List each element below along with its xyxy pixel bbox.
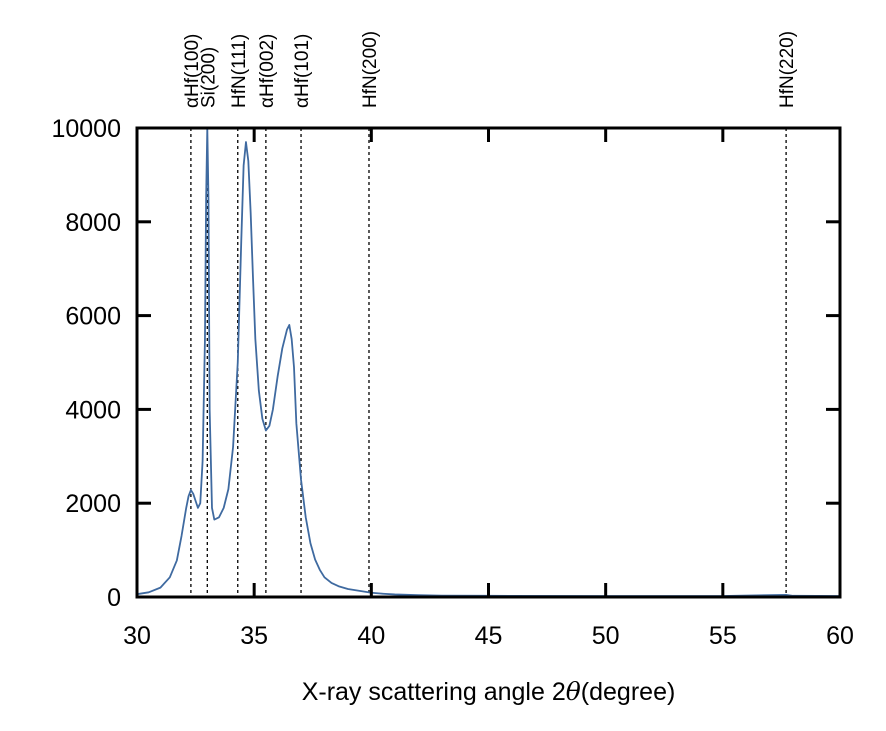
- peak-marker-label: HfN(220): [777, 31, 798, 108]
- peak-marker-label: Si(200): [198, 47, 219, 108]
- y-tick-label: 0: [107, 584, 121, 612]
- peak-marker-label: αHf(002): [257, 34, 278, 108]
- data-series-line: [136, 127, 841, 597]
- x-axis-title-unit: (degree): [581, 678, 676, 706]
- peak-marker-label: αHf(101): [292, 34, 313, 108]
- peak-markers: αHf(100)Si(200) HfN(111) αHf(002) αHf(101) H…: [182, 31, 798, 597]
- data-layer: [136, 127, 841, 597]
- y-tick-label: 6000: [65, 303, 121, 331]
- peak-marker-label: αHf(100): [182, 34, 203, 108]
- x-axis-title-text: X-ray scattering angle 2: [302, 678, 566, 706]
- y-tick-label: 8000: [65, 209, 121, 237]
- peak-marker-label: HfN(200): [360, 31, 381, 108]
- x-tick-label: 40: [357, 622, 385, 650]
- theta-symbol: θ: [566, 677, 581, 706]
- x-axis-title: X-ray scattering angle 2θ(degree): [302, 677, 676, 706]
- y-tick-label: 2000: [65, 490, 121, 518]
- x-tick-label: 45: [475, 622, 503, 650]
- axis-ticks: [137, 128, 840, 597]
- x-tick-label: 55: [709, 622, 737, 650]
- peak-marker-label: HfN(111): [229, 34, 250, 108]
- x-tick-label: 35: [240, 622, 268, 650]
- x-tick-label: 30: [123, 622, 151, 650]
- axis-labels: 30 35 40 45 50 55 60 0 2000 4000 6000 8000 10000: [51, 115, 853, 650]
- y-tick-label: 10000: [51, 115, 121, 143]
- y-tick-label: 4000: [65, 396, 121, 424]
- x-tick-label: 50: [592, 622, 620, 650]
- x-tick-label: 60: [826, 622, 854, 650]
